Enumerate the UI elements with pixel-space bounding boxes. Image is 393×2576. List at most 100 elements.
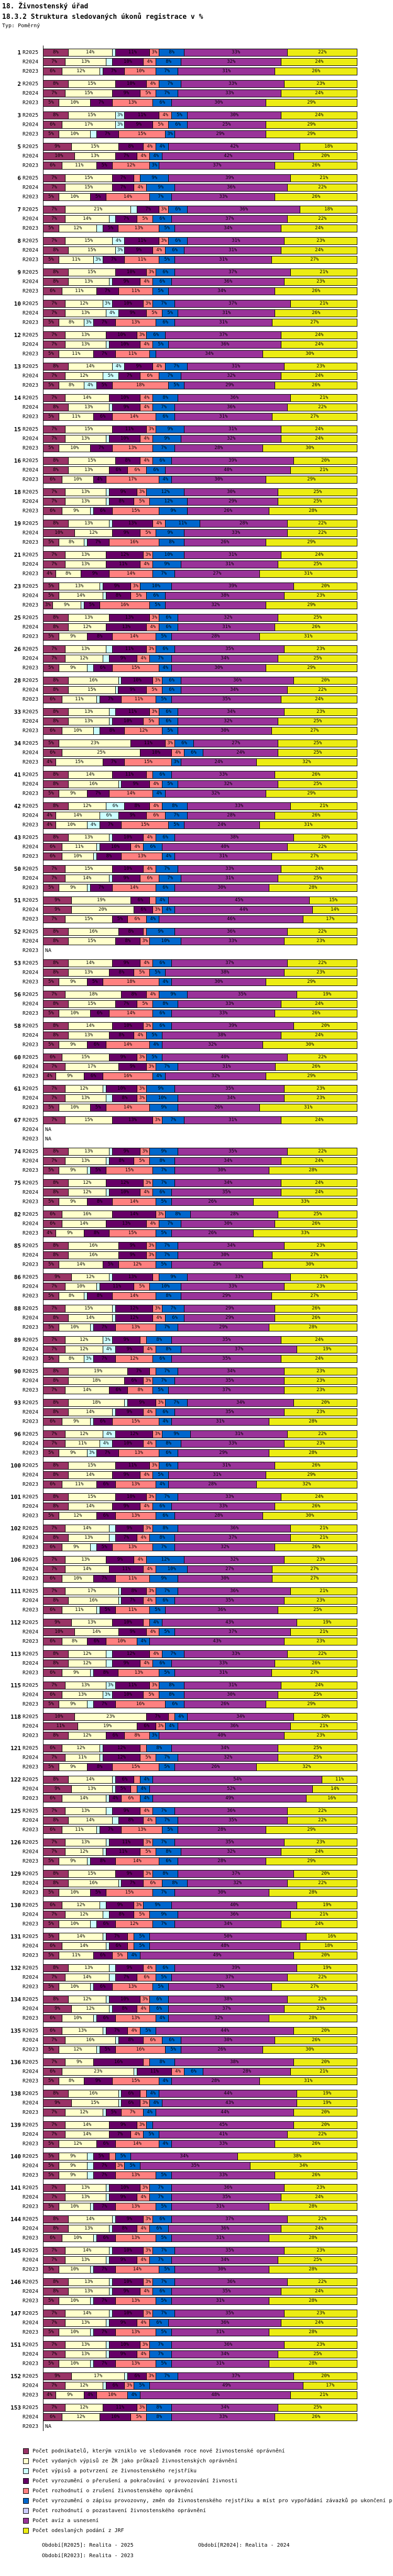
bar-segment: 5% [156, 2172, 172, 2179]
bar-segment: 7% [43, 498, 66, 505]
bar-segment: 9% [153, 561, 182, 568]
bar-segment: 16% [100, 602, 150, 609]
bar-segment: 9% [43, 2006, 72, 2012]
bar-segment: 6% [153, 99, 172, 106]
bar-segment: 35% [188, 991, 298, 998]
bar-segment: 27% [188, 1566, 272, 1573]
bar-segment: 15% [68, 1001, 116, 1007]
bar-segment: 7% [153, 1889, 176, 1896]
bar-segment: 18% [65, 991, 122, 998]
series-label: R2023 [23, 885, 39, 891]
bar-segment: 9% [106, 1556, 135, 1563]
bar-segment: 4% [103, 1431, 116, 1438]
bar-segment: 12% [115, 1921, 154, 1928]
stacked-bar: 6% 14% 4% 6% 4% 49% 16% [43, 1795, 357, 1802]
bar-segment: 18% [300, 143, 357, 150]
group-number: 6 [17, 175, 21, 182]
bar-segment: 7% [156, 866, 179, 872]
bar-segment: 22% [288, 1817, 357, 1824]
bar-segment: 31% [184, 1682, 282, 1689]
group-number: 134 [10, 1996, 21, 2003]
bar-segment: 24% [281, 1189, 357, 1196]
bar-segment: 4% [84, 382, 97, 389]
bar-segment: 35% [175, 2247, 285, 2254]
series-label: R2023 [23, 2298, 39, 2304]
bar-segment: 13% [68, 2288, 110, 2295]
bar-segment: 5% [112, 916, 128, 923]
stacked-bar: 5% 23% 11% 3% 6% 27% 25% [43, 740, 357, 747]
bar-segment: 6% [43, 1902, 62, 1909]
stacked-bar: 11% 19% 6% 3% 4% 36% 21% [43, 1722, 357, 1730]
bar-segment: 30% [263, 2046, 357, 2053]
stacked-bar: 8% 13% 8% 4% 5% 38% 24% [43, 1032, 357, 1039]
bar-segment: 8% [43, 1399, 69, 1406]
stacked-bar: 7% 13% 11% 4% 9% 31% 25% [43, 561, 357, 568]
bar-segment: 8% [43, 624, 69, 631]
bar-segment: 5% [106, 2109, 122, 2116]
bar-segment: 4% [43, 822, 56, 828]
bar-segment: 38% [166, 969, 285, 976]
bar-segment [90, 2203, 94, 2210]
bar-segment: 6% [159, 624, 179, 631]
bar-segment: 4% [140, 457, 154, 464]
series-label: R2024 [23, 122, 39, 128]
stacked-bar: 8% 15% 9% 5% 6% 34% 22% [43, 686, 357, 694]
bar-segment: 9% [56, 1230, 84, 1237]
bar-segment: 15% [68, 81, 116, 87]
bar-segment: 14% [59, 1933, 103, 1940]
bar-segment: 7% [112, 175, 135, 182]
bar-segment: 26% [181, 2046, 263, 2053]
bar-segment [153, 1274, 160, 1281]
bar-segment: 8% [43, 1377, 69, 1384]
bar-segment: 8% [43, 363, 69, 370]
bar-segment: 25% [278, 1211, 357, 1218]
stacked-bar: 7% 13% 8% 5% 8% 34% 24% [43, 1157, 357, 1165]
bar-segment: 30% [184, 1692, 279, 1698]
bar-segment: 34% [178, 1095, 285, 1102]
group-number: 23 [14, 583, 21, 590]
period-note: Období[R2025]: Realita - 2025 [42, 2543, 134, 2548]
bar-segment: 13% [118, 225, 160, 232]
bar-segment: 6% [128, 467, 147, 474]
bar-segment: 6% [175, 740, 194, 747]
bar-segment: 25% [278, 1692, 357, 1698]
bar-segment: 23% [285, 1368, 357, 1375]
bar-segment: 8% [43, 1996, 69, 2003]
bar-segment [87, 2163, 94, 2169]
stacked-bar: 7% 13% 8% 3% 10% 34% 23% [43, 1094, 357, 1102]
bar-segment: 22% [288, 1880, 357, 1887]
series-label: R2023 [23, 728, 39, 734]
bar-segment: 9% [103, 583, 132, 590]
bar-segment: 13% [65, 435, 106, 442]
series-label: R2024 [23, 1378, 39, 1384]
legend-label: Počet výpisů a potvrzení ze živnostenské… [32, 2468, 197, 2474]
bar-segment: 13% [112, 1117, 154, 1124]
group-number: 7 [17, 206, 21, 213]
bar-segment: 6% [156, 269, 176, 276]
bar-segment: 4% [147, 991, 160, 998]
bar-segment: 5% [156, 2360, 172, 2367]
stacked-bar: 6% 10% 6% 13% 5% 31% 28% [43, 2234, 357, 2242]
bar-segment [90, 2298, 94, 2304]
bar-segment: 12% [118, 1261, 157, 1268]
bar-segment: 6% [43, 749, 62, 756]
bar-segment: 6% [156, 413, 176, 420]
bar-segment: 10% [100, 2414, 132, 2421]
bar-segment: 7% [43, 552, 66, 558]
legend-item: Počet vyrozumění o přerušení a pokračová… [23, 2478, 237, 2484]
bar-segment: 7% [90, 99, 113, 106]
bar-segment: 9% [43, 897, 72, 904]
bar-segment: 5% [43, 2046, 59, 2053]
bar-segment: 9% [118, 310, 147, 317]
bar-segment: 33% [181, 1440, 285, 1447]
bar-segment: 28% [200, 520, 288, 527]
bar-segment: 7% [153, 1921, 176, 1928]
legend-swatch [23, 2528, 29, 2534]
bar-segment: 10% [112, 1619, 144, 1626]
series-label: R2023 [23, 383, 39, 388]
bar-segment: 4% [172, 749, 185, 756]
bar-segment: 8% [43, 247, 69, 254]
stacked-bar: 8% 16% 9% 3% 7% 34% 23% [43, 1242, 357, 1250]
bar-segment: 26% [172, 1230, 254, 1237]
series-label: R2024 [23, 59, 39, 65]
